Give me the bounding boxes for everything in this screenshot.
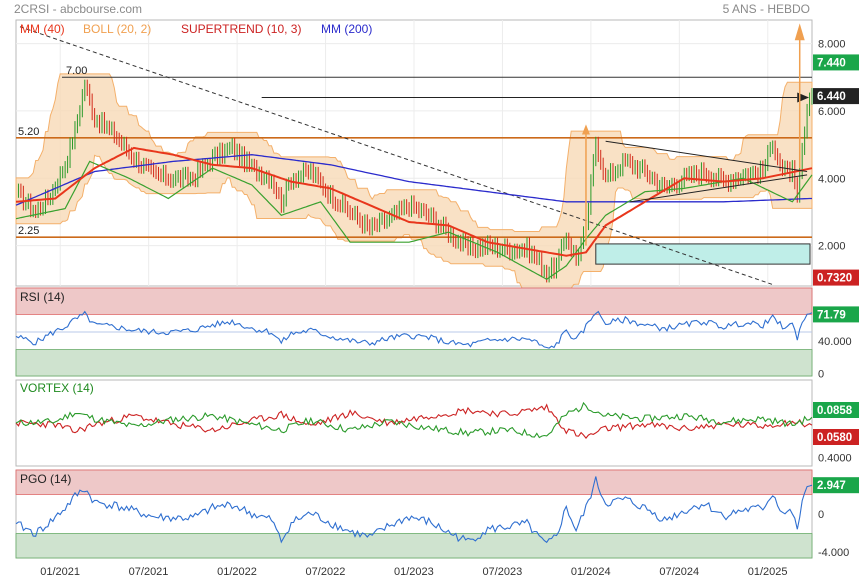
vortex-plus-line <box>15 401 813 439</box>
price-panel: 7.00 5.20 2.25 MM (40) BOLL (20, 2) SUPERTREN… <box>15 19 859 289</box>
rsi-y-tick-1: 0 <box>818 368 824 380</box>
rsi-oversold-zone <box>15 349 813 377</box>
rsi-overbought-zone <box>15 287 813 315</box>
vortex-label: VORTEX (14) <box>20 381 94 395</box>
pgo-label: PGO (14) <box>20 472 71 486</box>
breakout-arrow-head <box>581 124 590 135</box>
x-tick-2: 01/2022 <box>217 566 257 578</box>
legend-item-3: MM (200) <box>321 22 372 36</box>
badge-rsi: 71.79 <box>817 309 846 321</box>
vortex-panel-frame <box>15 379 813 467</box>
level-label-2: 2.25 <box>18 225 39 237</box>
level-label-0: 7.00 <box>66 65 87 77</box>
legend-item-2: SUPERTREND (10, 3) <box>181 22 301 36</box>
pgo-upper-zone <box>15 469 813 495</box>
x-tick-5: 07/2023 <box>482 566 522 578</box>
pgo-y-tick-0: 0 <box>818 509 824 521</box>
mm40-line <box>15 146 813 257</box>
price-y-tick-1: 6.000 <box>818 106 846 118</box>
price-y-tick-0: 8.000 <box>818 39 846 51</box>
rsi-line <box>15 310 813 349</box>
price-y-tick-2: 4.000 <box>818 173 846 185</box>
x-tick-4: 01/2023 <box>394 566 434 578</box>
badge-price-last: 6.440 <box>817 91 846 103</box>
rsi-y-tick-0: 40.000 <box>818 336 852 348</box>
chart-source-title: 2CRSI - abcbourse.com <box>14 2 143 16</box>
vortex-panel: VORTEX (14) 0.4000 0.0858 0.0580 <box>15 379 859 467</box>
badge-price-last-bg <box>813 88 859 105</box>
x-tick-7: 07/2024 <box>659 566 699 578</box>
pgo-y-tick-1: -4.000 <box>818 547 849 559</box>
chart-period-label: 5 ANS - HEBDO <box>722 2 810 16</box>
badge-price-high-bg <box>813 54 859 71</box>
x-axis: 01/2021 07/2021 01/2022 07/2022 01/2023 07/20… <box>40 566 787 578</box>
badge-vortex-plus: 0.0858 <box>817 405 853 417</box>
badge-rsi-bg <box>813 306 859 323</box>
pgo-lower-zone <box>15 533 813 559</box>
badge-vortex-minus-bg <box>813 429 859 445</box>
x-tick-0: 01/2021 <box>40 566 80 578</box>
mm200-line <box>15 154 812 206</box>
projection-arrow-head <box>794 23 805 41</box>
level-label-1: 5.20 <box>18 126 39 138</box>
price-y-tick-3: 2.000 <box>818 241 846 253</box>
triangle-pattern <box>605 140 808 203</box>
pgo-line <box>15 476 813 544</box>
x-tick-6: 01/2024 <box>571 566 611 578</box>
legend-item-0: MM (40) <box>20 22 65 36</box>
badge-price-low: 0.7320 <box>817 273 852 285</box>
supertrend-line <box>15 160 813 281</box>
pgo-panel: PGO (14) 0 -4.000 2.947 <box>15 469 859 559</box>
badge-pgo-bg <box>813 477 859 494</box>
vortex-y-tick-0: 0.4000 <box>818 452 852 464</box>
rsi-panel: RSI (14) 40.000 0 71.79 <box>15 287 859 380</box>
support-zone <box>595 243 811 265</box>
x-tick-1: 07/2021 <box>129 566 169 578</box>
x-tick-3: 07/2022 <box>306 566 346 578</box>
vortex-minus-line <box>15 403 813 439</box>
badge-vortex-plus-bg <box>813 402 859 418</box>
badge-vortex-minus: 0.0580 <box>817 432 852 444</box>
badge-price-high: 7.440 <box>817 57 846 69</box>
legend-item-1: BOLL (20, 2) <box>83 22 151 36</box>
rsi-label: RSI (14) <box>20 290 65 304</box>
badge-pgo: 2.947 <box>817 480 846 492</box>
badge-price-low-bg <box>813 269 859 286</box>
x-tick-8: 01/2025 <box>748 566 788 578</box>
